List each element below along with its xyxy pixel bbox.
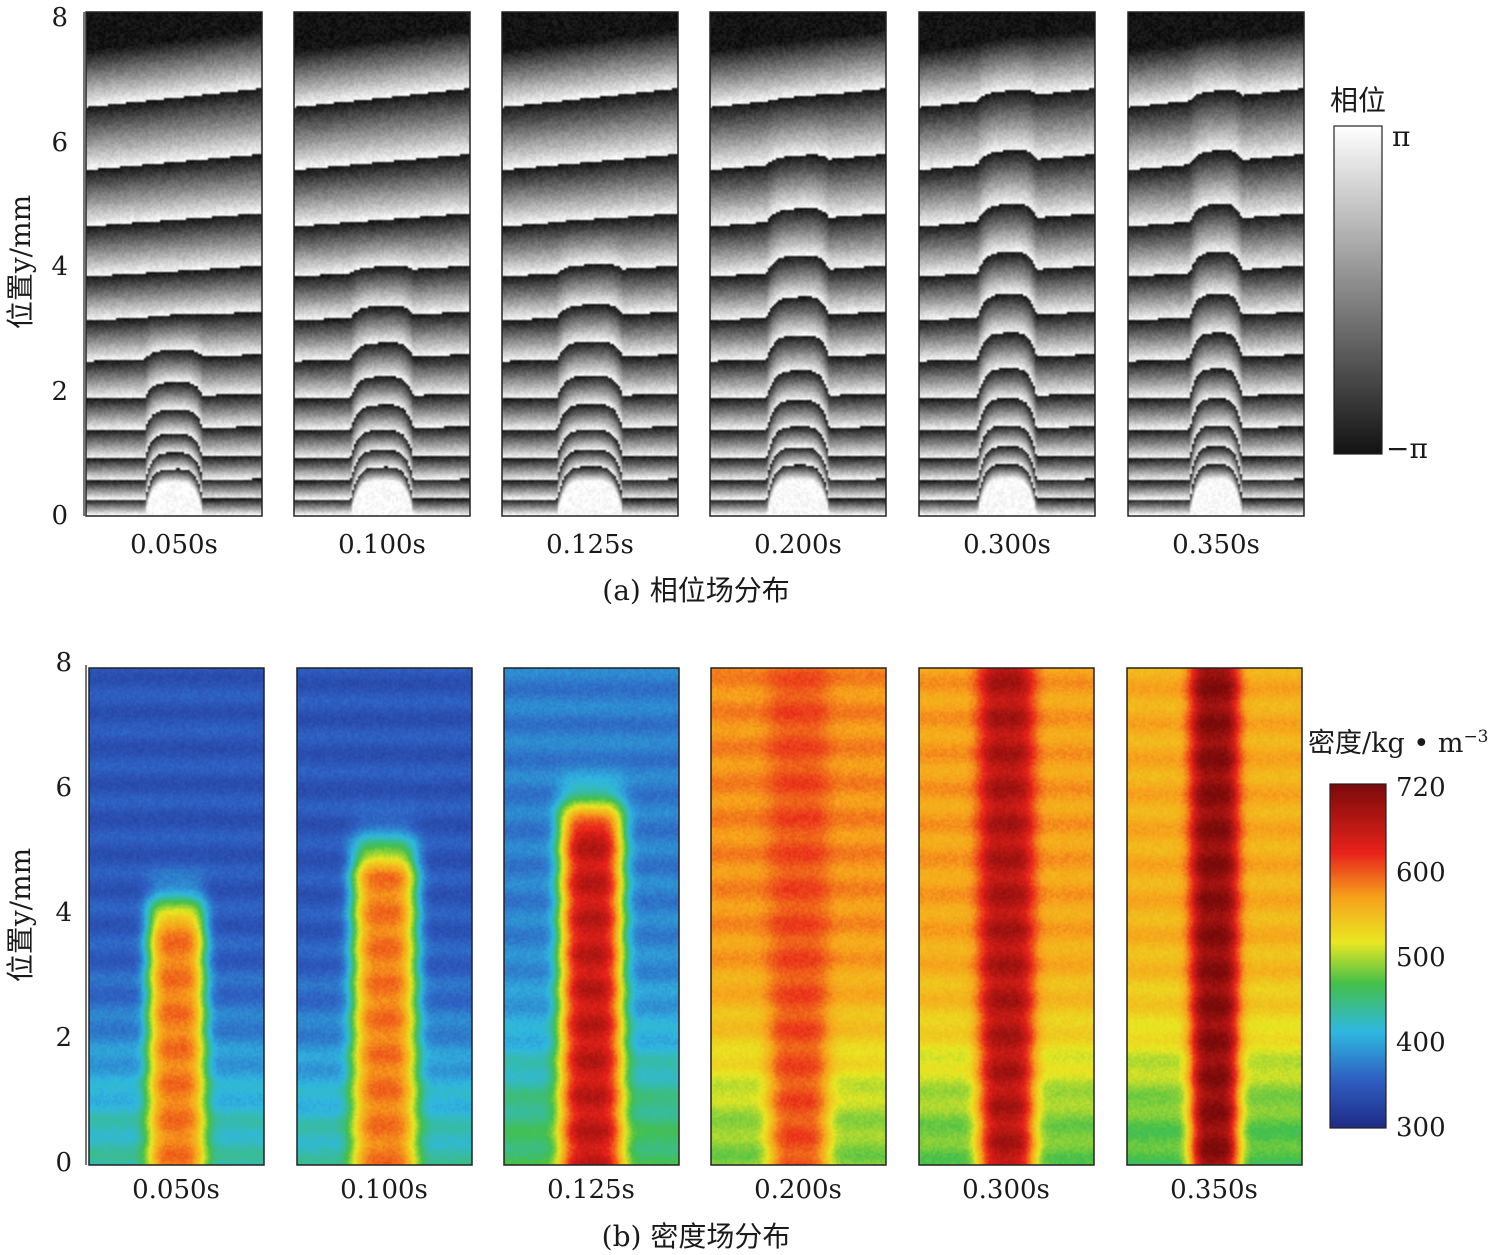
density-y-tick-label: 2 xyxy=(55,1023,72,1053)
phase-panel-5: 0.300s xyxy=(918,11,1096,560)
density-panel-6-time: 0.350s xyxy=(1170,1175,1258,1205)
density-y-tick-label: 0 xyxy=(55,1148,72,1178)
density-panel-5-frame xyxy=(918,667,1095,1166)
phase-panel-4-image xyxy=(710,12,886,516)
phase-colorbar-min-label: −π xyxy=(1386,432,1428,465)
phase-panel-1-image xyxy=(86,12,262,516)
phase-y-tick-label: 6 xyxy=(51,128,68,158)
density-y-tick-label: 8 xyxy=(55,648,72,678)
phase-panel-6-time: 0.350s xyxy=(1172,530,1260,560)
density-panel-2: 0.100s xyxy=(296,667,473,1205)
density-panel-2-frame xyxy=(296,667,473,1166)
density-y-axis-label: 位置y/mm xyxy=(4,848,37,982)
density-panel-6: 0.350s xyxy=(1126,667,1303,1205)
density-panel-3: 0.125s xyxy=(503,667,680,1205)
phase-y-axis: 0 2 4 6 8 xyxy=(51,3,85,531)
density-panel-2-time: 0.100s xyxy=(340,1175,428,1205)
density-panel-5-image xyxy=(919,668,1094,1165)
density-panel-4-frame xyxy=(710,667,887,1166)
phase-panel-3-time: 0.125s xyxy=(546,530,634,560)
density-colorbar-title-main: 密度/kg • m xyxy=(1308,728,1463,759)
phase-panel-5-frame xyxy=(918,11,1096,517)
density-panel-4-time: 0.200s xyxy=(754,1175,842,1205)
density-panel-1-frame xyxy=(88,667,265,1166)
phase-colorbar-title: 相位 xyxy=(1330,84,1386,117)
density-colorbar-gradient xyxy=(1329,783,1387,1129)
phase-y-tick-label: 4 xyxy=(51,252,68,282)
density-panel-5: 0.300s xyxy=(918,667,1095,1205)
phase-panel-1-frame xyxy=(85,11,263,517)
phase-panel-4: 0.200s xyxy=(709,11,887,560)
density-colorbar-title-sup: −3 xyxy=(1463,727,1488,747)
density-panel-2-image xyxy=(297,668,472,1165)
density-panel-4: 0.200s xyxy=(710,667,887,1205)
phase-panel-3-frame xyxy=(501,11,679,517)
density-colorbar-tick-label: 400 xyxy=(1396,1028,1446,1058)
density-field-figure: 位置y/mm 0 2 4 6 8 0.050s 0.100s 0.125s xyxy=(4,648,1489,1253)
phase-panel-5-image xyxy=(919,12,1095,516)
density-panel-6-frame xyxy=(1126,667,1303,1166)
phase-panel-2-time: 0.100s xyxy=(338,530,426,560)
density-panel-6-image xyxy=(1127,668,1302,1165)
density-panel-3-time: 0.125s xyxy=(547,1175,635,1205)
phase-panel-6-frame xyxy=(1127,11,1305,517)
phase-panel-4-frame xyxy=(709,11,887,517)
phase-field-figure: 位置y/mm 0 2 4 6 8 0.050s 0.100s 0.125s xyxy=(4,3,1428,607)
density-caption: (b) 密度场分布 xyxy=(602,1220,791,1253)
phase-y-tick-label: 0 xyxy=(51,501,68,531)
phase-y-tick-label: 8 xyxy=(51,3,68,33)
density-panel-5-time: 0.300s xyxy=(962,1175,1050,1205)
phase-colorbar-max-label: π xyxy=(1392,120,1410,153)
density-y-tick-label: 6 xyxy=(55,773,72,803)
phase-caption: (a) 相位场分布 xyxy=(602,574,789,607)
phase-y-tick-label: 2 xyxy=(51,377,68,407)
density-y-axis: 0 2 4 6 8 xyxy=(55,648,87,1178)
density-colorbar-tick-label: 500 xyxy=(1396,943,1446,973)
density-colorbar-tick-label: 600 xyxy=(1396,858,1446,888)
phase-panel-2-image xyxy=(294,12,470,516)
density-panel-3-image xyxy=(504,668,679,1165)
density-colorbar: 密度/kg • m−3 720 600 500 400 300 xyxy=(1308,727,1489,1143)
density-panel-1: 0.050s xyxy=(88,667,265,1205)
density-panel-1-time: 0.050s xyxy=(132,1175,220,1205)
density-panel-3-frame xyxy=(503,667,680,1166)
phase-panel-5-time: 0.300s xyxy=(963,530,1051,560)
density-panel-1-image xyxy=(89,668,264,1165)
phase-colorbar-gradient xyxy=(1333,125,1383,455)
density-colorbar-title: 密度/kg • m−3 xyxy=(1308,727,1489,759)
phase-panel-2: 0.100s xyxy=(293,11,471,560)
phase-panel-6: 0.350s xyxy=(1127,11,1305,560)
phase-panel-6-image xyxy=(1128,12,1304,516)
phase-y-axis-label: 位置y/mm xyxy=(4,195,37,329)
density-colorbar-tick-label: 300 xyxy=(1396,1113,1446,1143)
density-y-tick-label: 4 xyxy=(55,898,72,928)
density-colorbar-tick-label: 720 xyxy=(1396,773,1446,803)
phase-panel-3: 0.125s xyxy=(501,11,679,560)
phase-colorbar: 相位 π −π xyxy=(1330,84,1428,465)
phase-panel-4-time: 0.200s xyxy=(754,530,842,560)
phase-panel-1: 0.050s xyxy=(85,11,263,560)
phase-panel-3-image xyxy=(502,12,678,516)
density-panel-4-image xyxy=(711,668,886,1165)
phase-panel-1-time: 0.050s xyxy=(130,530,218,560)
phase-panel-2-frame xyxy=(293,11,471,517)
